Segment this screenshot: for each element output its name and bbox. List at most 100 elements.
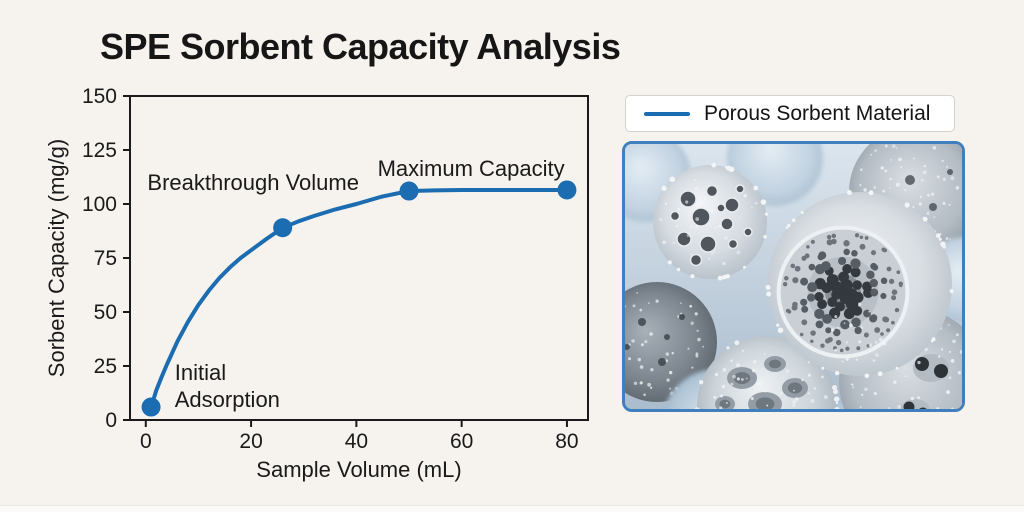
x-axis-label: Sample Volume (mL) [256,457,461,482]
speckle [690,190,693,193]
speckle [947,323,950,326]
legend: Porous Sorbent Material [625,95,955,132]
speckle [730,359,733,363]
honeycomb-pore [869,314,878,323]
honeycomb-pore [896,270,901,275]
honeycomb-pore [810,330,816,336]
speckle [659,218,662,221]
speckle [941,159,944,162]
speckle [639,308,643,312]
crater-floor [768,359,782,369]
speckle [883,342,887,346]
speckle [859,406,862,408]
porous-beads-illustration [625,144,962,409]
speckle [725,401,728,404]
speckle [952,339,956,344]
speckle [719,394,724,398]
legend-label: Porous Sorbent Material [704,101,931,125]
speckle [897,157,902,162]
speckle [950,176,955,181]
surface-bump [699,380,704,385]
y-tick-label: 100 [82,193,117,216]
honeycomb-pore [799,332,804,337]
speckle [938,355,941,358]
speckle [942,201,946,206]
speckle [932,146,937,150]
speckle [946,165,949,168]
speckle [942,177,947,181]
speckle [736,250,741,255]
honeycomb-pore [869,278,878,288]
data-point [399,181,419,201]
surface-bump [776,323,780,327]
honeycomb-pore [827,297,838,308]
honeycomb-pore [891,295,897,301]
honeycomb-pore [870,250,877,256]
honeycomb-pore [840,319,850,330]
honeycomb-pore [863,332,869,338]
speckle [895,182,900,187]
speckle [837,326,840,330]
crater-floor [733,371,751,385]
speckle [855,358,859,361]
speckle [878,337,883,342]
speckle [813,387,817,390]
speckle [671,351,674,355]
pore [720,217,734,231]
speckle [644,340,648,344]
speckle [860,393,864,397]
surface-bump [949,289,954,294]
honeycomb-pore [804,253,810,259]
surface-bump [922,216,928,222]
honeycomb-pore [880,332,884,336]
data-point [141,397,161,417]
speckle [741,378,744,381]
surface-bump [834,370,840,376]
speckle [852,386,855,389]
honeycomb-pore [818,251,827,260]
surface-bump [935,233,941,238]
speckle [919,195,923,199]
speckle [923,164,927,168]
pore [664,334,670,340]
surface-bump [669,176,676,183]
surface-bump [787,223,791,228]
surface-bump [877,371,883,377]
pore [934,364,948,378]
speckle [695,225,699,228]
surface-bump [864,373,870,379]
honeycomb-pore [784,276,789,281]
speckle [752,360,757,364]
surface-bump [785,226,789,230]
honeycomb-pore [888,278,895,285]
surface-bump [753,185,759,191]
honeycomb-pore [859,243,866,250]
speckle [695,352,699,356]
honeycomb-pore [814,278,826,290]
pore [735,184,745,194]
speckle [859,168,863,172]
honeycomb-pore [891,289,898,295]
honeycomb-pore [839,279,853,293]
pore [716,203,726,213]
surface-bump [938,237,942,241]
x-tick-label: 40 [345,430,368,453]
surface-bump [694,407,700,409]
pore [676,231,692,247]
speckle [722,261,726,266]
y-tick-label: 0 [105,409,117,432]
surface-bump [763,235,767,239]
speckle [922,170,927,175]
speckle [845,341,848,344]
y-tick-label: 125 [82,139,117,162]
honeycomb-pore [826,274,839,286]
speckle [834,348,837,352]
speckle [745,377,748,380]
speckle [708,257,711,260]
speckle [743,194,748,198]
honeycomb-pore [843,248,850,256]
surface-bump [717,275,723,281]
speckle [754,201,758,205]
honeycomb-pore [883,248,887,253]
speckle [792,403,796,407]
